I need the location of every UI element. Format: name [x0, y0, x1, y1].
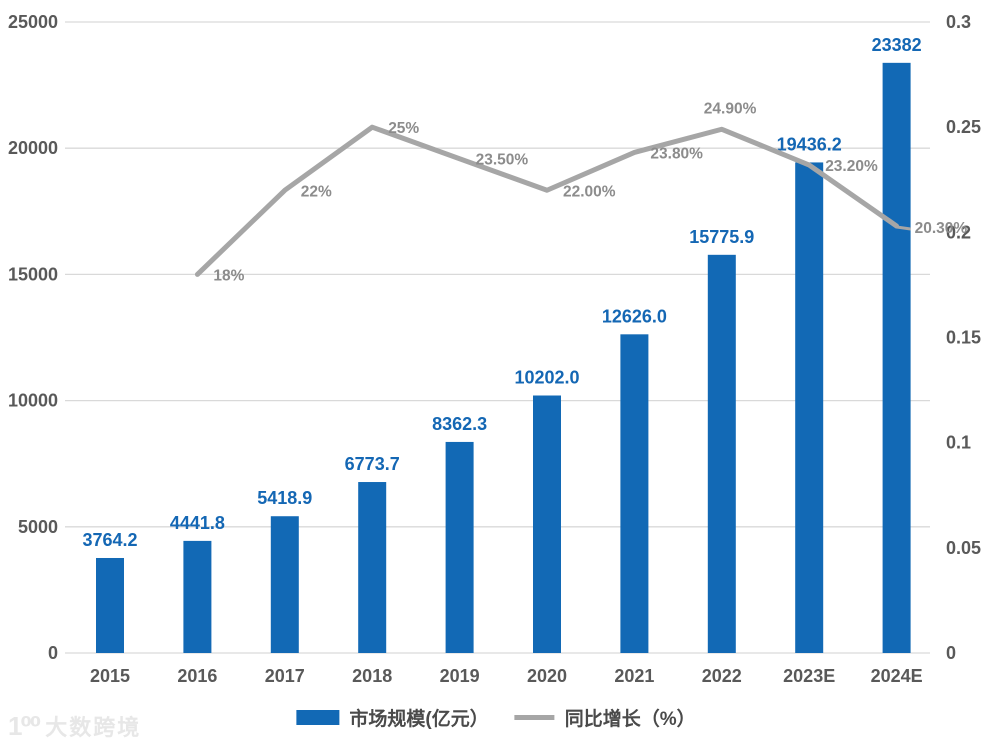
- bar-value-label: 3764.2: [82, 530, 137, 550]
- x-axis-label: 2020: [527, 666, 567, 686]
- bar-value-label: 8362.3: [432, 414, 487, 434]
- right-axis-tick: 0.15: [946, 328, 981, 348]
- x-axis-label: 2015: [90, 666, 130, 686]
- x-axis-label: 2024E: [871, 666, 923, 686]
- right-axis-tick: 0.1: [946, 433, 971, 453]
- line-value-label: 23.20%: [825, 158, 878, 175]
- legend-line-swatch: [514, 715, 555, 720]
- legend-bar-label: 市场规模(亿元）: [349, 709, 489, 730]
- watermark: 1⁰⁰ 大数跨境: [8, 710, 141, 742]
- line-value-label: 22.00%: [563, 183, 616, 200]
- bar: [620, 334, 649, 653]
- legend-bar-swatch: [296, 710, 340, 725]
- right-axis-tick: 0.05: [946, 538, 981, 558]
- bar: [795, 162, 824, 654]
- bar-value-label: 12626.0: [602, 306, 667, 326]
- line-end-leader: [896, 225, 911, 231]
- bar: [270, 516, 299, 653]
- bar-value-label: 19436.2: [777, 134, 842, 154]
- x-axis-label: 2018: [352, 666, 392, 686]
- left-axis-tick: 10000: [8, 391, 58, 411]
- bar: [96, 557, 124, 653]
- bar-value-label: 5418.9: [257, 488, 312, 508]
- x-axis-label: 2022: [702, 666, 742, 686]
- left-axis-tick: 20000: [8, 138, 58, 158]
- bar: [707, 254, 736, 653]
- x-axis-label: 2017: [265, 666, 305, 686]
- bar: [358, 482, 387, 653]
- line-value-label: 23.50%: [476, 152, 529, 169]
- line-value-label: 25%: [388, 120, 419, 137]
- bar-value-label: 6773.7: [345, 454, 400, 474]
- bar-value-label: 10202.0: [514, 368, 579, 388]
- legend: 市场规模(亿元） 同比增长（%）: [296, 704, 696, 731]
- growth-line: [194, 124, 900, 277]
- watermark-text: 大数跨境: [45, 715, 142, 740]
- left-axis-tick: 5000: [18, 517, 58, 537]
- bar: [183, 540, 212, 653]
- bar: [445, 441, 474, 653]
- line-value-label: 22%: [301, 183, 332, 200]
- line-value-label: 20.30%: [915, 220, 968, 237]
- watermark-logo-icon: 1⁰⁰: [8, 711, 41, 741]
- x-axis-label: 2023E: [783, 666, 835, 686]
- line-value-label: 23.80%: [650, 145, 703, 162]
- bar-value-label: 23382: [872, 35, 922, 55]
- left-axis-tick: 25000: [8, 12, 58, 32]
- right-axis-tick: 0.2: [946, 222, 971, 242]
- left-axis-tick: 15000: [8, 264, 58, 284]
- bar: [533, 395, 561, 653]
- bar: [882, 62, 911, 654]
- right-axis-tick: 0: [946, 643, 956, 663]
- bar-value-label: 15775.9: [689, 227, 754, 247]
- bar-value-label: 4441.8: [170, 513, 225, 533]
- right-axis-tick: 0.25: [946, 117, 981, 137]
- x-axis-label: 2019: [440, 666, 480, 686]
- left-axis-tick: 0: [48, 643, 58, 663]
- legend-line-label: 同比增长（%）: [564, 709, 696, 730]
- x-axis-label: 2021: [614, 666, 654, 686]
- line-value-label: 24.90%: [704, 100, 757, 117]
- line-value-label: 18%: [213, 267, 244, 284]
- x-axis-label: 2016: [177, 666, 217, 686]
- right-axis-tick: 0.3: [946, 12, 971, 32]
